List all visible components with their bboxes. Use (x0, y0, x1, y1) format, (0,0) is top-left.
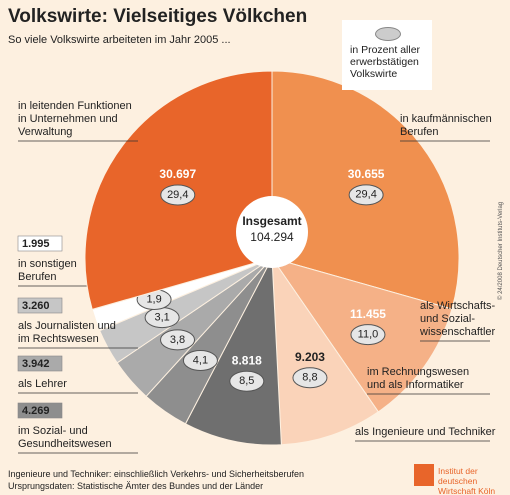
percent-ellipse (350, 324, 386, 346)
value-box (17, 235, 63, 252)
value-label: 11.455 (350, 307, 386, 321)
category-label: im Sozial- und Gesundheitswesen (18, 425, 112, 450)
value-label: 3.260 (22, 300, 50, 312)
value-label: 3.942 (22, 358, 50, 370)
percent-label: 1,9 (146, 293, 161, 305)
legend-ellipse (375, 27, 401, 41)
total-value: 104.294 (250, 230, 294, 244)
value-label: 4.269 (22, 405, 50, 417)
copyright: © 24/2008 Deutscher Instituts-Verlag (498, 201, 504, 300)
percent-ellipse (160, 329, 196, 351)
category-label: als Ingenieure und Techniker (355, 426, 496, 438)
percent-ellipse (348, 184, 384, 206)
percent-ellipse (182, 349, 218, 371)
percent-ellipse (160, 184, 196, 206)
pie-slice (271, 256, 380, 446)
value-label: 30.697 (159, 167, 196, 181)
percent-ellipse (292, 367, 328, 389)
percent-label: 3,1 (154, 311, 169, 323)
percent-label: 29,4 (355, 189, 376, 201)
category-label: im Rechnungswesen und als Informatiker (367, 366, 470, 391)
value-label: 9.203 (295, 350, 325, 364)
value-box (17, 297, 63, 314)
total-label: Insgesamt (242, 214, 301, 228)
category-label: in sonstigen Berufen (18, 258, 77, 283)
value-box (17, 402, 63, 419)
percent-ellipse (229, 370, 265, 392)
value-label: 8.818 (232, 353, 262, 367)
percent-label: 8,5 (239, 375, 254, 387)
percent-label: 8,8 (302, 372, 317, 384)
value-box (17, 355, 63, 372)
percent-label: 3,8 (170, 334, 185, 346)
subtitle: So viele Volkswirte arbeiteten im Jahr 2… (8, 34, 231, 46)
logo-text: Institut der deutschen Wirtschaft Köln (438, 466, 496, 495)
category-label: als Journalisten und im Rechtswesen (18, 320, 116, 345)
value-label: 1.995 (22, 238, 50, 250)
pie-slice (184, 256, 282, 446)
percent-label: 11,0 (358, 329, 379, 341)
footnote: Ingenieure und Techniker: einschließlich… (8, 469, 305, 479)
category-label: als Lehrer (18, 378, 67, 390)
chart-title: Volkswirte: Vielseitiges Völkchen (8, 6, 308, 27)
value-label: 30.655 (348, 167, 385, 181)
footnote: Ursprungsdaten: Statistische Ämter des B… (8, 481, 264, 491)
percent-label: 4,1 (193, 354, 208, 366)
total-circle (236, 196, 308, 268)
category-label: in leitenden Funktionen in Unternehmen u… (18, 100, 132, 138)
category-label: in kaufmännischen Berufen (400, 113, 492, 138)
logo-icon (414, 464, 434, 486)
category-label: als Wirtschafts- und Sozial- wissenschaf… (420, 300, 496, 338)
percent-label: 29,4 (167, 189, 188, 201)
legend-note: in Prozent aller erwerbstätigen Volkswir… (350, 44, 421, 80)
